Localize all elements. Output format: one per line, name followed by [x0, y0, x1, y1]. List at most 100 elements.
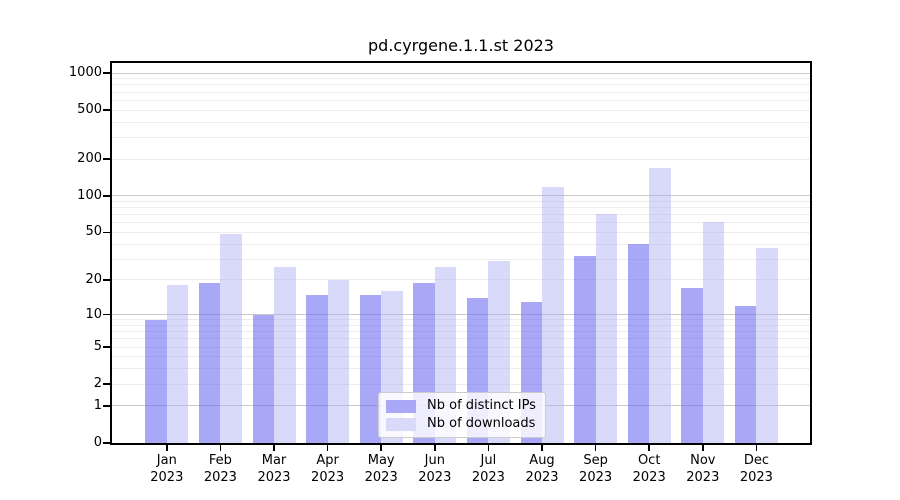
x-tick-label: Sep 2023: [567, 452, 625, 486]
x-tick-year: 2023: [257, 470, 291, 485]
y-tick-mark: [103, 346, 110, 348]
y-tick-mark: [103, 279, 110, 281]
x-tick-label: Feb 2023: [191, 452, 249, 486]
x-tick-mark: [166, 445, 168, 451]
minor-gridline: [112, 121, 810, 123]
bar-downloads-oct: [649, 167, 671, 443]
x-tick-month: Dec: [743, 453, 769, 468]
y-tick-label: 500: [77, 102, 102, 118]
y-tick-mark: [103, 442, 110, 444]
minor-gridline: [112, 222, 810, 224]
major-gridline: [112, 195, 810, 197]
x-tick-year: 2023: [150, 470, 184, 485]
x-tick-mark: [434, 445, 436, 451]
bar-distinct-ips-nov: [681, 288, 703, 443]
x-tick-mark: [755, 445, 758, 451]
minor-gridline: [112, 324, 810, 326]
legend-label-distinct-ips: Nb of distinct IPs: [427, 398, 536, 413]
bar-distinct-ips-sep: [574, 255, 596, 443]
minor-gridline: [112, 243, 810, 245]
x-tick-mark: [648, 445, 650, 451]
y-tick-label: 5: [93, 339, 102, 355]
x-tick-month: Oct: [637, 453, 661, 468]
bar-downloads-apr: [327, 279, 350, 443]
x-tick-month: Nov: [690, 453, 716, 468]
minor-gridline: [112, 207, 810, 209]
chart-title: pd.cyrgene.1.1.st 2023: [368, 36, 554, 55]
x-tick-year: 2023: [471, 470, 505, 485]
minor-gridline: [112, 109, 810, 111]
x-tick-label: Apr 2023: [299, 452, 357, 486]
x-tick-mark: [702, 445, 704, 451]
x-tick-month: Jun: [424, 453, 445, 468]
minor-gridline: [112, 383, 810, 385]
x-tick-label: Dec 2023: [727, 452, 785, 486]
minor-gridline: [112, 99, 810, 101]
x-tick-label: Mar 2023: [245, 452, 303, 486]
legend-swatch-downloads: [386, 417, 416, 431]
bar-distinct-ips-feb: [198, 282, 221, 443]
x-tick-mark: [594, 445, 597, 451]
minor-gridline: [112, 158, 810, 160]
y-tick-mark: [103, 313, 110, 316]
bar-downloads-dec: [756, 248, 778, 443]
bar-downloads-mar: [274, 266, 296, 443]
bottom-spine: [110, 443, 812, 445]
bar-downloads-aug: [542, 187, 564, 443]
bar-downloads-jan: [166, 285, 189, 443]
minor-gridline: [112, 338, 810, 340]
x-tick-month: May: [367, 453, 395, 468]
x-tick-label: Oct 2023: [620, 452, 678, 486]
right-spine: [810, 61, 812, 445]
minor-gridline: [112, 346, 810, 348]
x-tick-year: 2023: [632, 470, 666, 485]
y-tick-label: 100: [77, 187, 102, 203]
x-tick-mark: [487, 445, 490, 451]
y-tick-mark: [103, 72, 110, 74]
legend-swatch-distinct-ips: [386, 399, 416, 413]
bar-downloads-sep: [595, 213, 618, 443]
x-tick-month: Aug: [529, 453, 555, 468]
y-tick-mark: [103, 383, 110, 385]
bar-distinct-ips-oct: [627, 244, 650, 443]
bar-distinct-ips-may: [359, 294, 382, 443]
minor-gridline: [112, 231, 810, 233]
x-tick-mark: [380, 445, 382, 451]
x-tick-year: 2023: [203, 470, 237, 485]
y-tick-label: 200: [77, 151, 102, 167]
x-tick-label: Jul 2023: [459, 452, 517, 486]
x-tick-year: 2023: [686, 470, 720, 485]
legend: Nb of distinct IPs Nb of downloads: [378, 392, 546, 438]
bar-distinct-ips-jan: [145, 319, 167, 443]
minor-gridline: [112, 78, 810, 80]
y-tick-mark: [103, 158, 110, 160]
x-tick-label: Jun 2023: [406, 452, 464, 486]
x-tick-label: Aug 2023: [513, 452, 571, 486]
x-tick-month: Feb: [208, 453, 232, 468]
minor-gridline: [112, 91, 810, 93]
legend-label-downloads: Nb of downloads: [427, 416, 536, 431]
y-tick-label: 20: [85, 271, 102, 287]
y-tick-mark: [103, 405, 110, 407]
x-tick-year: 2023: [525, 470, 559, 485]
y-tick-label: 10: [85, 306, 102, 322]
x-tick-year: 2023: [579, 470, 613, 485]
x-tick-year: 2023: [739, 470, 773, 485]
y-tick-label: 1: [93, 397, 102, 413]
x-tick-label: Nov 2023: [674, 452, 732, 486]
y-tick-label: 0: [93, 435, 102, 450]
minor-gridline: [112, 200, 810, 202]
y-tick-label: 50: [85, 224, 102, 240]
x-tick-mark: [541, 445, 543, 451]
minor-gridline: [112, 136, 810, 138]
x-tick-month: Sep: [583, 453, 608, 468]
minor-gridline: [112, 368, 810, 370]
minor-gridline: [112, 84, 810, 86]
y-tick-mark: [103, 231, 110, 234]
x-tick-month: Mar: [261, 453, 287, 468]
minor-gridline: [112, 319, 810, 321]
bar-distinct-ips-apr: [306, 294, 328, 443]
minor-gridline: [112, 279, 810, 281]
y-tick-mark: [103, 195, 110, 197]
